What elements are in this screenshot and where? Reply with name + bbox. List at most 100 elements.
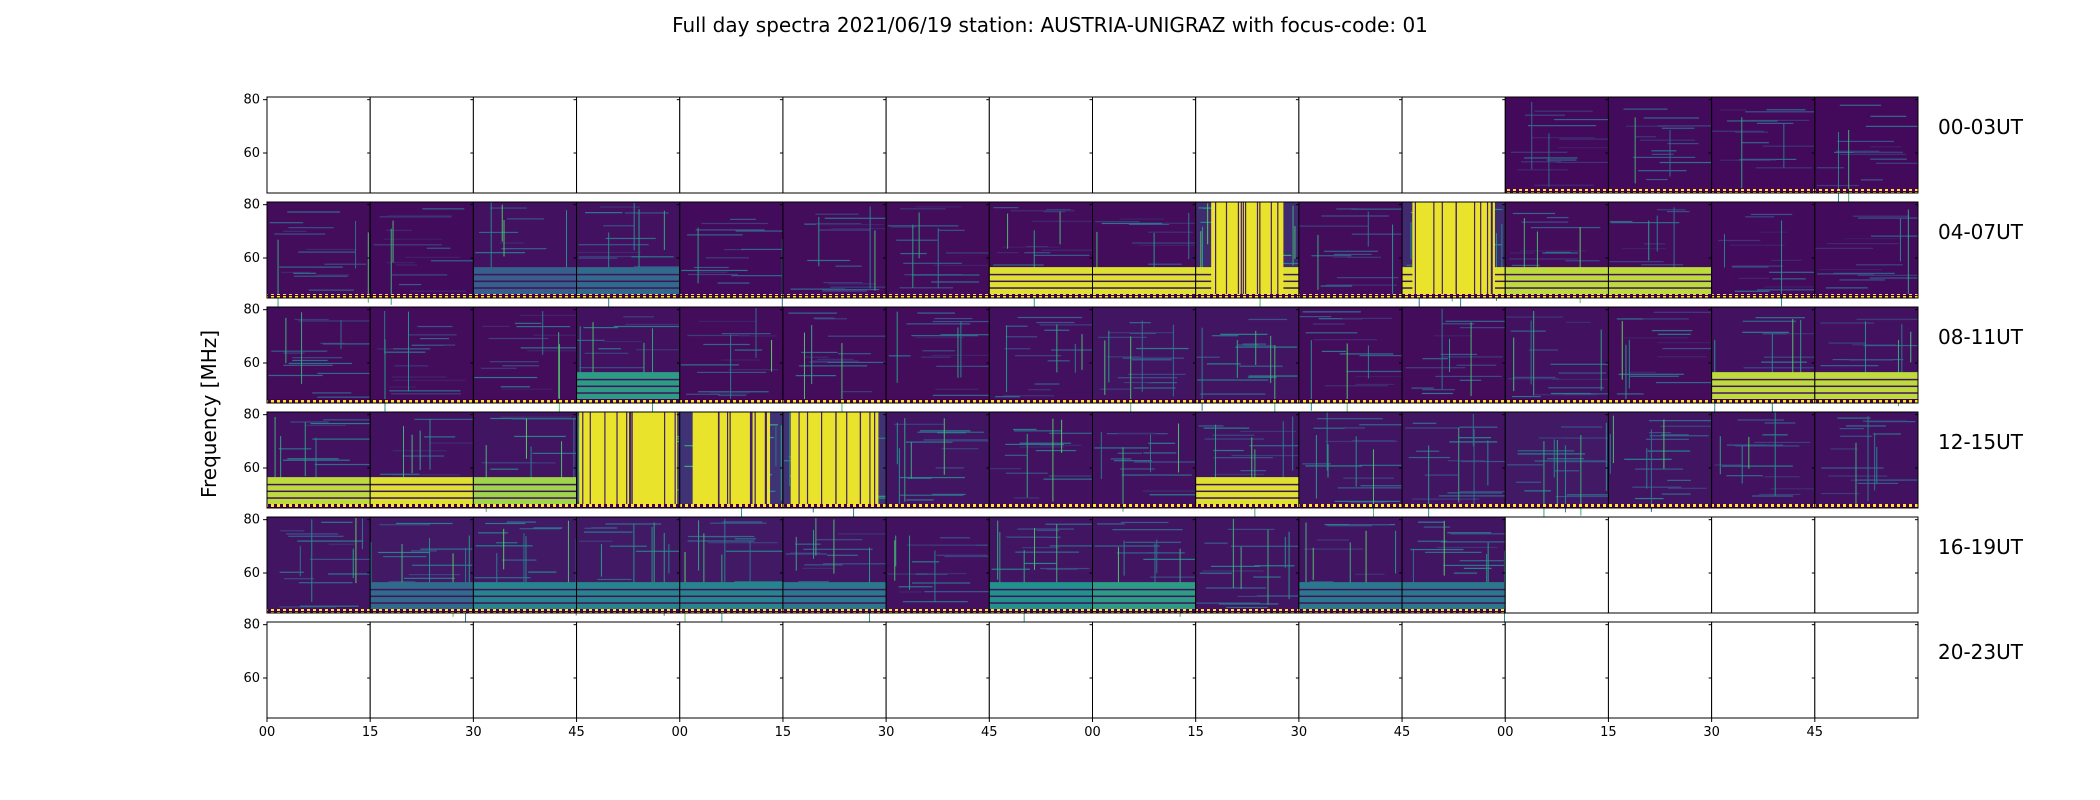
spectrum-burst (1646, 448, 1648, 489)
spectrum-panel (369, 621, 474, 719)
spectrum-burst (1232, 518, 1234, 589)
spectrum-streak (1745, 216, 1775, 218)
spectrum-burst (1056, 524, 1058, 607)
spectrum-streak (514, 435, 566, 438)
band-gap-line (370, 588, 474, 591)
spectrum-streak (1302, 311, 1361, 313)
spectrum-streak (912, 582, 971, 584)
spectrum-panel (1504, 411, 1609, 521)
spectrum-streak (1729, 244, 1785, 246)
spectrum-streak (1510, 330, 1546, 332)
spectrum-streak (1657, 333, 1691, 335)
spectrum-streak (1554, 470, 1580, 472)
spectrum-panel (679, 306, 784, 404)
spectrum-streak (293, 272, 317, 274)
spectrum-streak (803, 548, 873, 550)
spectrum-burst (1122, 447, 1124, 512)
spectrum-streak (790, 288, 846, 290)
band-gap-line (1814, 378, 1918, 381)
spectrum-streak (1609, 220, 1633, 223)
spectrum-burst (1564, 445, 1566, 513)
spectrum-streak (1524, 157, 1578, 159)
spectrum-streak (1512, 376, 1556, 378)
spectrum-streak (1323, 250, 1378, 252)
spectrum-streak (395, 522, 453, 525)
spectrum-streak (1734, 290, 1770, 292)
spectrum-fill (1608, 307, 1712, 403)
spectrum-streak (1869, 146, 1901, 148)
spectrum-burst (1282, 421, 1284, 486)
spectrum-burst (638, 209, 640, 275)
spectrum-burst (1292, 416, 1294, 471)
spectrum-streak (822, 563, 887, 565)
spectrum-streak (1017, 528, 1075, 530)
band-gap-line (473, 280, 577, 283)
saturated-stripe (1225, 202, 1228, 298)
saturated-stripe (1270, 202, 1272, 298)
spectrum-streak (1857, 274, 1918, 276)
spectrum-panel (1195, 306, 1300, 417)
spectrum-burst (1117, 547, 1119, 601)
panel-baseline (1814, 294, 1918, 298)
spectrum-streak (1351, 440, 1396, 442)
saturated-stripe (806, 412, 809, 508)
spectrum-streak (935, 388, 979, 390)
spectrum-burst (749, 541, 751, 597)
spectrum-streak (383, 555, 427, 558)
spectrum-burst (468, 535, 470, 613)
spectrum-streak (393, 348, 431, 350)
spectrum-streak (1662, 347, 1712, 350)
spectrum-streak (1150, 576, 1196, 578)
saturated-stripe (1490, 202, 1492, 298)
spectrum-panel (988, 201, 1093, 309)
panel-background (886, 97, 990, 193)
band-gap-line (1814, 385, 1918, 388)
spectrum-streak (623, 316, 655, 318)
spectrum-streak (939, 537, 971, 539)
spectrum-panel (988, 306, 1093, 404)
saturated-stripe (765, 412, 767, 508)
spectrum-streak (917, 312, 956, 314)
spectrum-burst (697, 227, 699, 284)
spectrum-burst (361, 518, 363, 550)
spectrum-streak (1718, 239, 1761, 242)
spectrum-streak (827, 554, 858, 556)
spectrum-streak (474, 376, 538, 379)
spectrum-streak (1117, 377, 1178, 379)
panel-background (473, 622, 577, 718)
spectrum-burst (960, 321, 962, 378)
x-tick-label: 30 (878, 725, 895, 740)
spectrum-streak (479, 231, 519, 234)
band-gap-line (1505, 280, 1609, 283)
row-label: 12-15UT (1938, 430, 2024, 454)
panel-baseline (886, 504, 990, 508)
spectrum-streak (703, 343, 750, 346)
spectrum-burst (1395, 530, 1397, 574)
spectrum-streak (1852, 344, 1897, 346)
spectrum-streak (907, 477, 932, 479)
spectrum-burst (999, 531, 1001, 605)
spectrum-streak (731, 275, 783, 277)
spectrum-streak (609, 545, 647, 547)
spectrum-streak (1659, 161, 1712, 164)
panel-baseline (1298, 399, 1403, 403)
band-gap-line (1608, 280, 1712, 283)
band-gap-line (473, 273, 577, 276)
spectrum-streak (584, 527, 618, 529)
spectrum-panel (1711, 201, 1816, 307)
spectrum-panel (576, 621, 681, 719)
y-tick-label: 60 (243, 146, 260, 161)
spectrum-streak (321, 521, 353, 523)
spectrum-streak (1239, 365, 1283, 367)
spectrum-burst (1628, 339, 1630, 389)
panel-baseline (1092, 504, 1196, 508)
spectrum-burst (780, 425, 782, 501)
spectrum-fill (370, 202, 474, 298)
panel-baseline (370, 399, 474, 403)
spectrum-burst (1487, 440, 1489, 486)
spectrum-streak (1196, 356, 1220, 358)
spectrum-fill (1195, 307, 1299, 403)
spectrum-burst (1061, 419, 1063, 453)
spectrum-streak (380, 473, 420, 475)
spectrum-burst (1901, 324, 1903, 392)
